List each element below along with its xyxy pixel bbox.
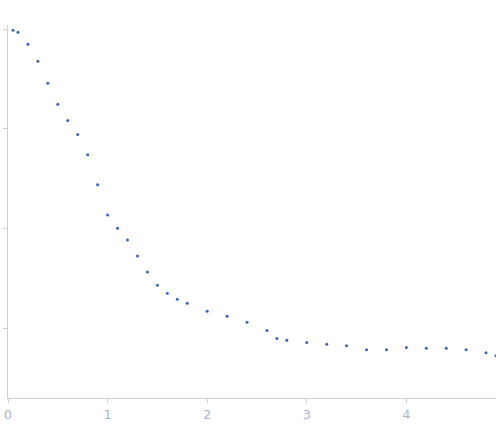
svg-text:0: 0: [4, 407, 12, 422]
svg-text:3: 3: [303, 407, 311, 422]
svg-text:4: 4: [402, 407, 410, 422]
svg-text:1: 1: [103, 407, 111, 422]
svg-text:2: 2: [203, 407, 211, 422]
